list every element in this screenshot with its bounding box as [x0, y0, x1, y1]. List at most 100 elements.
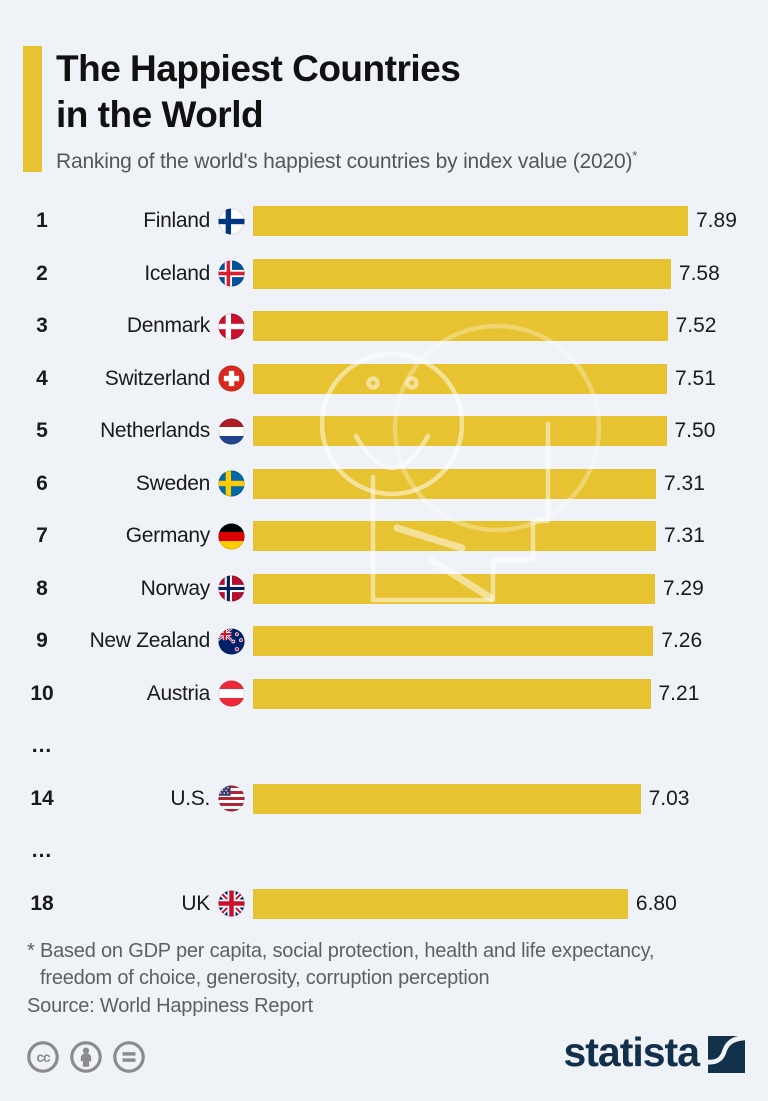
statista-swoosh-icon	[708, 1036, 745, 1073]
bar-chart: 1 Finland 7.89 2 Iceland 7.58 3 Denmark …	[0, 195, 768, 930]
source-line: Source: World Happiness Report	[27, 995, 313, 1017]
chart-row: 4 Switzerland 7.51	[0, 353, 768, 406]
country-cell: U.S.	[68, 785, 245, 812]
flag-netherlands	[218, 418, 245, 445]
flag-norway	[218, 575, 245, 602]
chart-row: 6 Sweden 7.31	[0, 458, 768, 511]
value-label: 6.80	[635, 891, 677, 915]
country-label: Netherlands	[100, 419, 210, 443]
value-bar	[253, 363, 667, 394]
country-label: Denmark	[126, 314, 210, 338]
value-label: 7.50	[674, 419, 716, 443]
country-label: Iceland	[144, 261, 210, 285]
chart-title-line1: The Happiest Countries	[56, 48, 461, 89]
country-cell: Switzerland	[68, 365, 245, 392]
chart-row: 14 U.S. 7.03	[0, 773, 768, 826]
flag-new-zealand	[218, 628, 245, 655]
footnote: * Based on GDP per capita, social protec…	[27, 938, 737, 992]
chart-gap-row: ...	[0, 720, 768, 773]
value-bar	[253, 258, 671, 289]
country-label: U.S.	[170, 786, 210, 810]
license-icons: cc	[26, 1040, 146, 1074]
rank-label: 14	[30, 786, 54, 810]
country-label: New Zealand	[89, 629, 211, 653]
value-label: 7.31	[664, 471, 705, 495]
country-label: Switzerland	[104, 366, 211, 390]
chart-row: 9 New Zealand 7.26	[0, 615, 768, 668]
country-cell: Germany	[68, 523, 245, 550]
value-label: 7.89	[696, 209, 737, 233]
chart-row: 3 Denmark 7.52	[0, 300, 768, 353]
rank-label: 8	[36, 576, 48, 600]
value-label: 7.31	[664, 524, 705, 548]
value-bar	[253, 626, 654, 657]
country-label: Norway	[140, 576, 211, 600]
value-bar	[253, 468, 656, 499]
rank-label: 10	[30, 681, 54, 705]
gap-ellipsis: ...	[31, 839, 53, 863]
flag-finland	[218, 208, 245, 235]
flag-denmark	[218, 313, 245, 340]
cc-icon: cc	[26, 1040, 60, 1074]
rank-label: 4	[36, 366, 48, 390]
value-label: 7.21	[658, 681, 700, 705]
value-bar	[253, 888, 628, 919]
flag-us	[218, 785, 245, 812]
value-label: 7.51	[675, 366, 716, 390]
equal-icon	[112, 1040, 146, 1074]
country-cell: Austria	[68, 680, 245, 707]
country-label: Finland	[143, 209, 210, 233]
chart-rows: 1 Finland 7.89 2 Iceland 7.58 3 Denmark …	[0, 195, 768, 930]
value-bar	[253, 521, 656, 552]
statista-logo: statista	[563, 1029, 745, 1075]
chart-row: 10 Austria 7.21	[0, 668, 768, 721]
value-label: 7.03	[648, 786, 690, 810]
rank-label: 6	[36, 471, 48, 495]
country-cell: UK	[68, 890, 245, 917]
country-cell: New Zealand	[68, 628, 245, 655]
value-bar	[253, 311, 668, 342]
value-bar	[253, 678, 651, 709]
flag-uk	[218, 890, 245, 917]
value-bar	[253, 416, 667, 447]
chart-row: 8 Norway 7.29	[0, 563, 768, 616]
country-cell: Netherlands	[68, 418, 245, 445]
rank-label: 1	[36, 209, 48, 233]
value-label: 7.26	[661, 629, 703, 653]
country-label: UK	[181, 891, 210, 915]
country-cell: Denmark	[68, 313, 245, 340]
rank-label: 3	[36, 314, 48, 338]
chart-row: 7 Germany 7.31	[0, 510, 768, 563]
rank-label: 5	[36, 419, 48, 443]
country-cell: Finland	[68, 208, 245, 235]
country-cell: Sweden	[68, 470, 245, 497]
chart-title-line2: in the World	[56, 94, 264, 135]
value-label: 7.29	[662, 576, 704, 600]
country-label: Germany	[125, 524, 211, 548]
rank-label: 9	[36, 629, 48, 653]
chart-subtitle: Ranking of the world's happiest countrie…	[56, 148, 638, 173]
value-label: 7.58	[678, 261, 720, 285]
flag-switzerland	[218, 365, 245, 392]
value-label: 7.52	[675, 314, 717, 338]
rank-label: 7	[36, 524, 48, 548]
value-bar	[253, 783, 641, 814]
footnote-line2: freedom of choice, generosity, corruptio…	[40, 967, 490, 989]
country-cell: Norway	[68, 575, 245, 602]
gap-ellipsis: ...	[31, 734, 53, 758]
header: The Happiest Countries in the World Ranki…	[23, 46, 637, 174]
country-label: Sweden	[135, 471, 210, 495]
rank-label: 18	[30, 891, 54, 915]
country-cell: Iceland	[68, 260, 245, 287]
chart-title: The Happiest Countries in the World	[56, 46, 637, 138]
svg-text:cc: cc	[36, 1050, 51, 1065]
chart-gap-row: ...	[0, 825, 768, 878]
title-accent-bar	[23, 46, 42, 172]
chart-row: 5 Netherlands 7.50	[0, 405, 768, 458]
statista-wordmark: statista	[563, 1029, 700, 1075]
value-bar	[253, 573, 655, 604]
attribution-icon	[69, 1040, 103, 1074]
subtitle-asterisk: *	[632, 148, 638, 163]
flag-austria	[218, 680, 245, 707]
